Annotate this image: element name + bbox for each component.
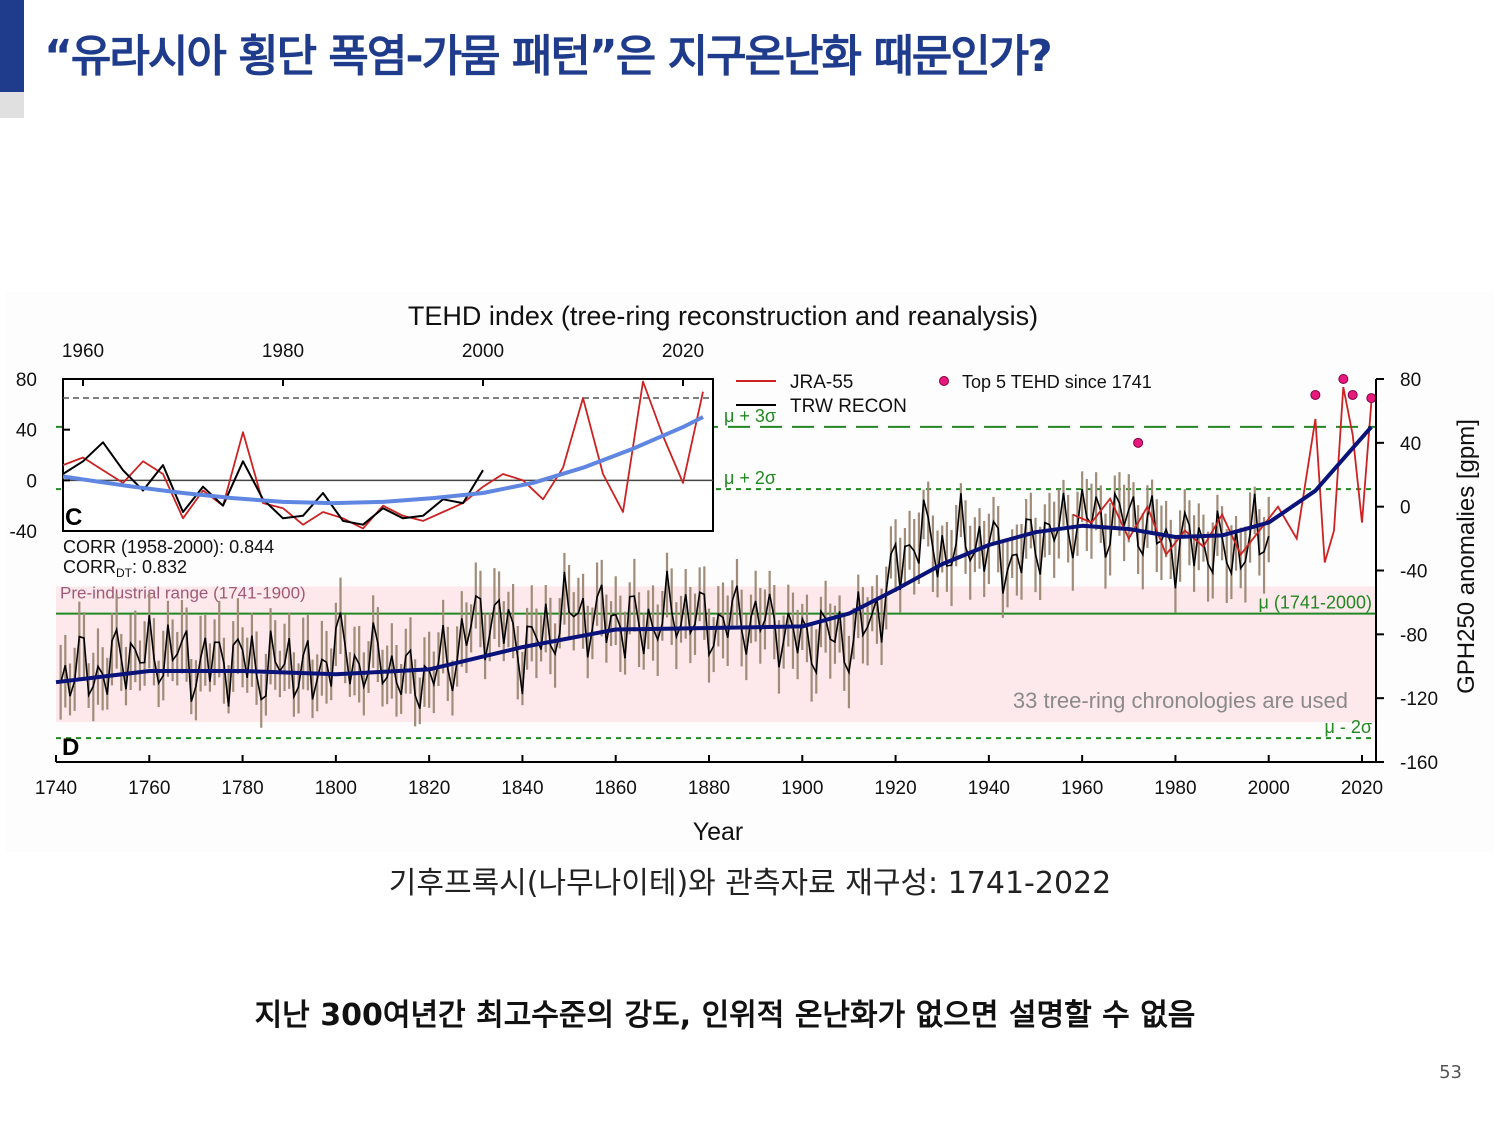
panel-c-label: C <box>65 504 82 531</box>
inset-y-tick-label: -40 <box>10 522 37 543</box>
chart-title: TEHD index (tree-ring reconstruction and… <box>408 301 1038 331</box>
x-tick-label: 1860 <box>595 778 637 799</box>
x-tick-label: 1980 <box>1154 778 1196 799</box>
inset-y-tick-label: 0 <box>26 471 37 492</box>
inset-series-1 <box>62 441 484 526</box>
accent-bar-shadow <box>0 92 24 118</box>
panel-d-label: D <box>62 734 79 761</box>
y-axis-label: GPH250 anomalies [gpm] <box>1453 419 1480 694</box>
chart-container: TEHD index (tree-ring reconstruction and… <box>6 292 1494 852</box>
x-tick-label: 1900 <box>781 778 823 799</box>
top5-point-0 <box>1133 437 1144 448</box>
top5-point-1 <box>1310 389 1321 400</box>
inset-y-tick-label: 80 <box>16 370 37 391</box>
x-tick-label: 2020 <box>1341 778 1383 799</box>
x-tick-label: 1840 <box>501 778 543 799</box>
trend-line <box>55 425 1373 685</box>
y-tick-label: 0 <box>1400 498 1411 519</box>
legend-top5-swatch <box>939 376 949 386</box>
top5-point-3 <box>1347 389 1358 400</box>
inset-x-tick-label: 2000 <box>462 341 504 362</box>
x-tick-label: 1800 <box>315 778 357 799</box>
inset-series-0 <box>62 380 704 530</box>
page-number: 53 <box>1439 1062 1462 1083</box>
slide-title: “유라시아 횡단 폭염-가뭄 패턴”은 지구온난화 때문인가? <box>44 31 1053 82</box>
x-tick-label: 1880 <box>688 778 730 799</box>
inset-corr-stat: CORR (1958-2000): 0.844 <box>63 537 274 557</box>
preindustrial-label: Pre-industrial range (1741-1900) <box>60 583 306 602</box>
legend-jra-label: JRA-55 <box>790 372 853 393</box>
y-tick-label: -120 <box>1400 689 1438 710</box>
x-tick-label: 1940 <box>968 778 1010 799</box>
x-tick-label: 1740 <box>35 778 77 799</box>
inset-x-tick-label: 1960 <box>62 341 104 362</box>
x-tick-label: 2000 <box>1248 778 1290 799</box>
inset-y-tick-label: 40 <box>16 421 37 442</box>
x-axis-label: Year <box>693 818 744 846</box>
reference-label-3: μ - 2σ <box>1325 717 1373 737</box>
x-tick-label: 1920 <box>874 778 916 799</box>
inset-corrdt-value: : 0.832 <box>132 557 187 577</box>
legend-top5-label: Top 5 TEHD since 1741 <box>962 372 1152 392</box>
accent-bar <box>0 0 24 92</box>
y-tick-label: 80 <box>1400 370 1421 391</box>
jra55-line <box>1072 386 1373 563</box>
x-tick-label: 1760 <box>128 778 170 799</box>
trw-recon-line <box>59 488 1270 709</box>
inset-x-tick-label: 1980 <box>262 341 304 362</box>
tehd-chart: TEHD index (tree-ring reconstruction and… <box>10 301 1480 846</box>
conclusion-text: 지난 300여년간 최고수준의 강도, 인위적 온난화가 없으면 설명할 수 없… <box>254 998 1196 1033</box>
reference-label-2: μ (1741-2000) <box>1259 593 1372 613</box>
y-tick-label: -40 <box>1400 562 1427 583</box>
trw-uncertainty-bars <box>59 471 1270 728</box>
figure-caption: 기후프록시(나무나이테)와 관측자료 재구성: 1741-2022 <box>388 866 1112 901</box>
top5-point-2 <box>1338 374 1349 384</box>
tree-ring-note: 33 tree-ring chronologies are used <box>1013 688 1348 713</box>
inset-series-2 <box>62 415 704 506</box>
inset-frame <box>62 378 714 532</box>
top5-point-4 <box>1366 393 1377 404</box>
inset-corrdt-subscript: DT <box>116 566 133 580</box>
inset-x-tick-label: 2020 <box>662 341 704 362</box>
reference-label-0: μ + 3σ <box>724 406 776 426</box>
inset-corrdt-stat: CORRDT: 0.832 <box>63 557 187 580</box>
y-tick-label: -80 <box>1400 625 1427 646</box>
x-tick-label: 1960 <box>1061 778 1103 799</box>
x-tick-label: 1780 <box>221 778 263 799</box>
y-tick-label: -160 <box>1400 753 1438 774</box>
x-tick-label: 1820 <box>408 778 450 799</box>
legend-recon-label: TRW RECON <box>790 396 907 417</box>
reference-label-1: μ + 2σ <box>724 468 776 488</box>
y-tick-label: 40 <box>1400 434 1421 455</box>
